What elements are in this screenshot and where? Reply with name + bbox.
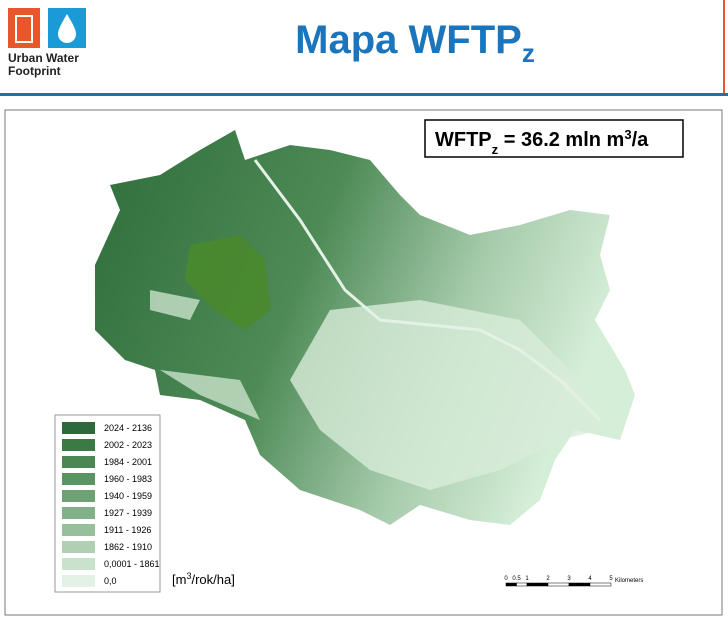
scale-segment: [516, 582, 528, 587]
legend-label: 1927 - 1939: [104, 508, 152, 518]
logo-icon: [15, 15, 33, 43]
scale-label: 1: [525, 576, 529, 582]
legend-swatch: [62, 507, 95, 519]
scale-label: 4: [588, 576, 592, 582]
legend-label: 1940 - 1959: [104, 491, 152, 501]
river: [253, 159, 602, 422]
legend-label: 2024 - 2136: [104, 423, 152, 433]
legend-swatch: [62, 456, 95, 468]
legend-swatch: [62, 541, 95, 553]
unit-part: /rok/ha]: [191, 572, 234, 587]
title-main: Mapa WFTP: [295, 18, 522, 62]
scale-segment: [589, 582, 612, 587]
scale-label: 0.5: [512, 576, 521, 582]
scale-segment: [505, 582, 517, 587]
legend-swatch: [62, 439, 95, 451]
map-patch: [150, 290, 260, 420]
legend-label: 0,0: [104, 576, 117, 586]
logo-line: Urban Water: [8, 51, 79, 65]
legend-swatch: [62, 558, 95, 570]
summary-box: [424, 119, 684, 158]
slide-title: Mapa WFTPz: [250, 18, 580, 69]
summary-part: WFTP: [435, 129, 492, 151]
legend-label: 1862 - 1910: [104, 542, 152, 552]
legend-swatch: [62, 490, 95, 502]
scale-label: 0: [504, 576, 508, 582]
summary-text: WFTPz = 36.2 mln m3/a: [435, 127, 649, 157]
logo-drop: [58, 14, 76, 43]
scale-label: 2: [546, 576, 550, 582]
logo-text: Urban Water Footprint: [8, 52, 79, 78]
map-center: [290, 300, 600, 490]
scale-segment: [568, 582, 591, 587]
scale-segment: [526, 582, 549, 587]
scale-unit: Kilometers: [615, 578, 643, 584]
legend-label: 1960 - 1983: [104, 474, 152, 484]
unit-part: [m: [172, 572, 186, 587]
summary-part: 3: [624, 127, 631, 142]
legend-swatch: [62, 524, 95, 536]
legend-swatch: [62, 473, 95, 485]
summary-part: = 36.2 mln m: [498, 129, 624, 151]
unit-part: 3: [186, 571, 191, 581]
scale-label: 3: [567, 576, 571, 582]
legend-swatch: [62, 422, 95, 434]
legend-swatch: [62, 575, 95, 587]
summary-part: z: [492, 142, 499, 157]
scale-segment: [547, 582, 570, 587]
legend-label: 1911 - 1926: [104, 525, 151, 535]
title-sub: z: [521, 38, 535, 68]
legend-label: 1984 - 2001: [104, 457, 152, 467]
legend-label: 0,0001 - 1861: [104, 559, 160, 569]
legend-label: 2002 - 2023: [104, 440, 152, 450]
unit-label: [m3/rok/ha]: [172, 571, 235, 587]
map-patch: [185, 235, 270, 330]
scale-label: 5: [609, 576, 613, 582]
summary-part: /a: [632, 129, 650, 151]
logo-line: Footprint: [8, 64, 61, 78]
header-rule: [0, 93, 728, 96]
